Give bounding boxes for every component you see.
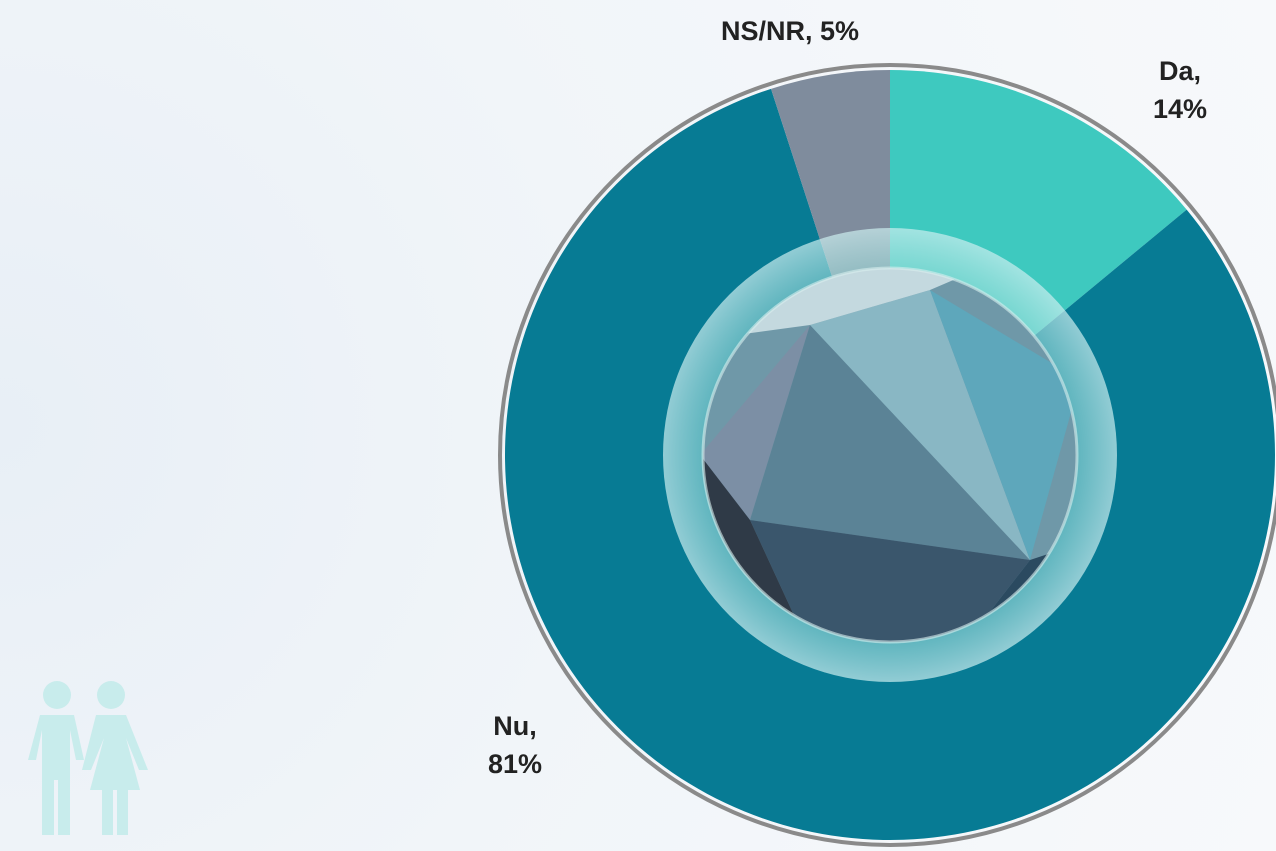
inner-rim [701,266,1079,644]
data-label: Nu, 81% [487,711,543,779]
data-label: NS/NR, 5% [720,16,860,46]
data-label: Da, 14% [1152,56,1208,124]
people-icon [28,681,148,835]
outer-ring [498,63,1276,847]
